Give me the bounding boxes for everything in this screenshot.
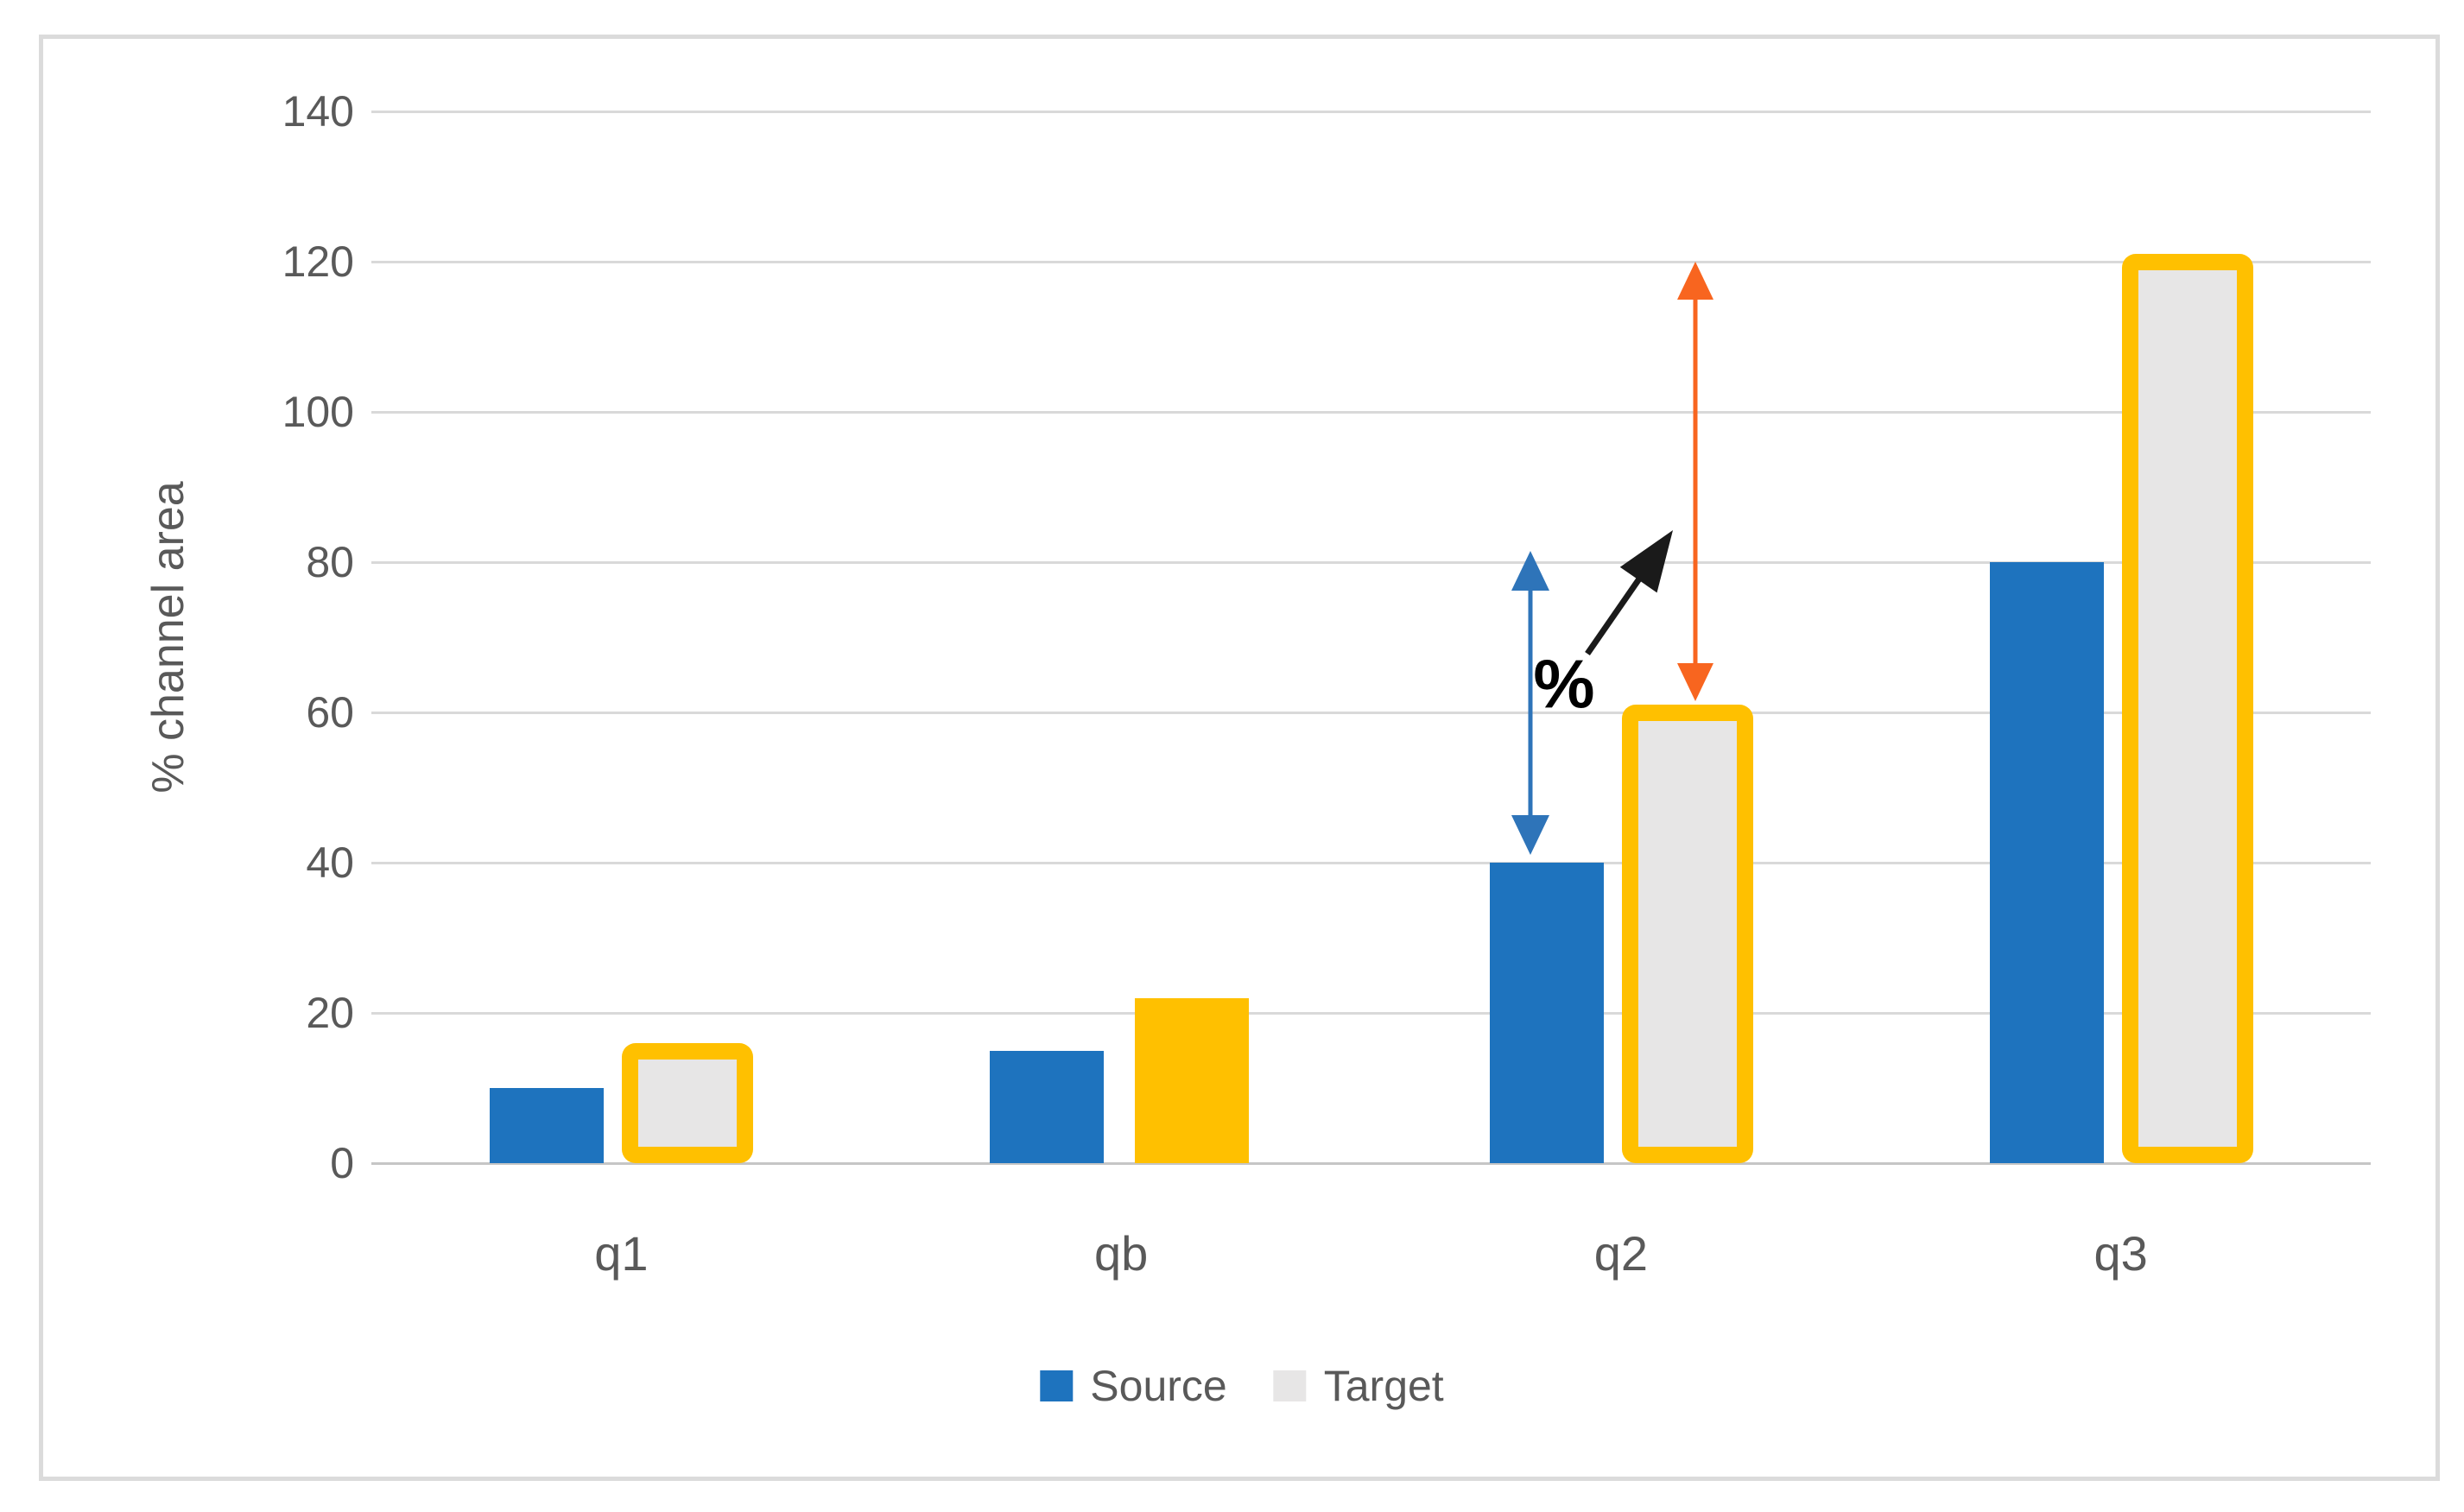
y-axis-title: % channel area bbox=[143, 481, 193, 794]
legend-item-target: Target bbox=[1273, 1362, 1444, 1410]
bar-target-q2 bbox=[1621, 705, 1753, 1163]
figure-border bbox=[39, 35, 2440, 1481]
legend-label-target: Target bbox=[1323, 1362, 1444, 1410]
y-tick-label: 20 bbox=[306, 989, 354, 1037]
gridline bbox=[371, 261, 2371, 263]
gridline bbox=[371, 712, 2371, 714]
legend-label-source: Source bbox=[1090, 1362, 1227, 1410]
y-tick-label: 140 bbox=[282, 87, 354, 136]
y-tick-label: 80 bbox=[306, 538, 354, 586]
legend-swatch-target bbox=[1273, 1370, 1307, 1401]
x-category-label-q1: q1 bbox=[594, 1226, 649, 1281]
gridline bbox=[371, 862, 2371, 864]
x-category-label-qb: qb bbox=[1093, 1226, 1149, 1281]
y-tick-label: 100 bbox=[282, 388, 354, 436]
x-category-label-q3: q3 bbox=[2093, 1226, 2148, 1281]
bar-source-q1 bbox=[490, 1088, 605, 1163]
gridline bbox=[371, 111, 2371, 113]
bar-source-qb bbox=[990, 1050, 1105, 1163]
x-axis-line bbox=[371, 1162, 2371, 1165]
y-tick-label: 40 bbox=[306, 838, 354, 887]
y-tick-label: 120 bbox=[282, 237, 354, 286]
legend-swatch-source bbox=[1040, 1370, 1074, 1401]
chart-legend: Source Target bbox=[1040, 1362, 1444, 1410]
bar-source-q3 bbox=[1989, 562, 2104, 1163]
y-tick-label: 60 bbox=[306, 688, 354, 737]
bar-source-q2 bbox=[1489, 863, 1604, 1163]
bar-target-qb bbox=[1135, 997, 1250, 1163]
y-tick-label: 0 bbox=[330, 1139, 354, 1187]
gridline bbox=[371, 561, 2371, 564]
gridline bbox=[371, 1012, 2371, 1015]
x-category-label-q2: q2 bbox=[1593, 1226, 1649, 1281]
bar-target-q1 bbox=[622, 1042, 754, 1163]
bar-target-q3 bbox=[2121, 254, 2253, 1163]
gridline bbox=[371, 411, 2371, 414]
legend-item-source: Source bbox=[1040, 1362, 1227, 1410]
